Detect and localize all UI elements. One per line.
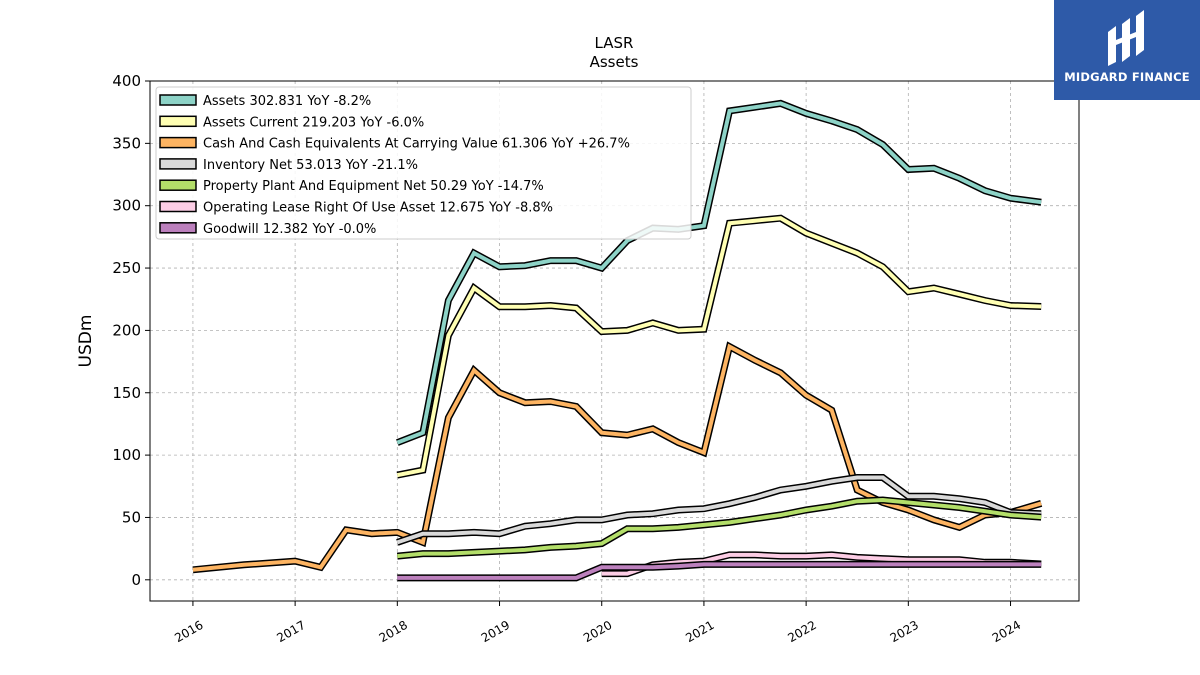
legend-swatch bbox=[159, 158, 197, 170]
x-tick-label: 2020 bbox=[581, 618, 614, 645]
y-tick-label: 50 bbox=[122, 508, 141, 526]
series-line-0 bbox=[396, 101, 1042, 445]
y-tick-label: 150 bbox=[112, 384, 141, 402]
legend-swatch bbox=[159, 115, 197, 128]
x-tick-label: 2023 bbox=[888, 618, 921, 645]
legend-label: Property Plant And Equipment Net 50.29 Y… bbox=[203, 179, 544, 194]
legend-label: Inventory Net 53.013 YoY -21.1% bbox=[203, 158, 418, 173]
series-line-2 bbox=[192, 343, 1042, 572]
legend-label: Assets Current 219.203 YoY -6.0% bbox=[203, 115, 424, 130]
x-tick-label: 2024 bbox=[990, 618, 1023, 645]
y-tick-label: 300 bbox=[112, 197, 141, 215]
x-tick-label: 2021 bbox=[683, 618, 716, 645]
series-line-outline bbox=[397, 560, 1042, 582]
y-axis-label: USDm bbox=[76, 315, 96, 368]
chart-title: LASR bbox=[595, 34, 634, 52]
series-line-5 bbox=[601, 552, 1042, 576]
brand-name: MIDGARD FINANCE bbox=[1064, 70, 1190, 84]
x-tick-label: 2018 bbox=[377, 618, 410, 645]
legend-label: Assets 302.831 YoY -8.2% bbox=[203, 94, 371, 109]
legend-swatch bbox=[159, 222, 197, 234]
chart-subtitle: Assets bbox=[590, 53, 639, 71]
legend-label: Cash And Cash Equivalents At Carrying Va… bbox=[203, 137, 630, 152]
x-tick-label: 2019 bbox=[479, 618, 512, 645]
series-line-6 bbox=[397, 562, 1042, 580]
x-tick-label: 2016 bbox=[172, 618, 205, 645]
plot-frame bbox=[149, 80, 1080, 602]
legend-swatch bbox=[159, 179, 197, 191]
brand-logo: MIDGARD FINANCE bbox=[1054, 0, 1200, 100]
series-line-4 bbox=[397, 497, 1042, 559]
legend-swatch bbox=[159, 94, 197, 106]
series-line-1 bbox=[396, 216, 1042, 478]
x-tick-label: 2022 bbox=[785, 618, 818, 645]
logo-mark-icon bbox=[1108, 10, 1144, 66]
legend: Assets 302.831 YoY -8.2% Assets Current 2… bbox=[155, 86, 692, 240]
x-tick-label: 2017 bbox=[274, 618, 307, 645]
legend-swatch bbox=[159, 136, 197, 149]
series-lines bbox=[192, 99, 1043, 582]
y-tick-label: 350 bbox=[112, 134, 141, 152]
y-tick-label: 250 bbox=[112, 259, 141, 277]
y-tick-label: 200 bbox=[112, 321, 141, 339]
y-tick-label: 100 bbox=[112, 446, 141, 464]
legend-label: Operating Lease Right Of Use Asset 12.67… bbox=[203, 201, 553, 216]
legend-swatch bbox=[159, 200, 197, 213]
legend-label: Goodwill 12.382 YoY -0.0% bbox=[203, 222, 376, 237]
series-line-outline bbox=[396, 214, 1042, 479]
legend-box bbox=[155, 86, 692, 240]
y-tick-label: 400 bbox=[112, 72, 141, 90]
series-line-3 bbox=[396, 475, 1042, 545]
y-tick-label: 0 bbox=[131, 571, 141, 589]
